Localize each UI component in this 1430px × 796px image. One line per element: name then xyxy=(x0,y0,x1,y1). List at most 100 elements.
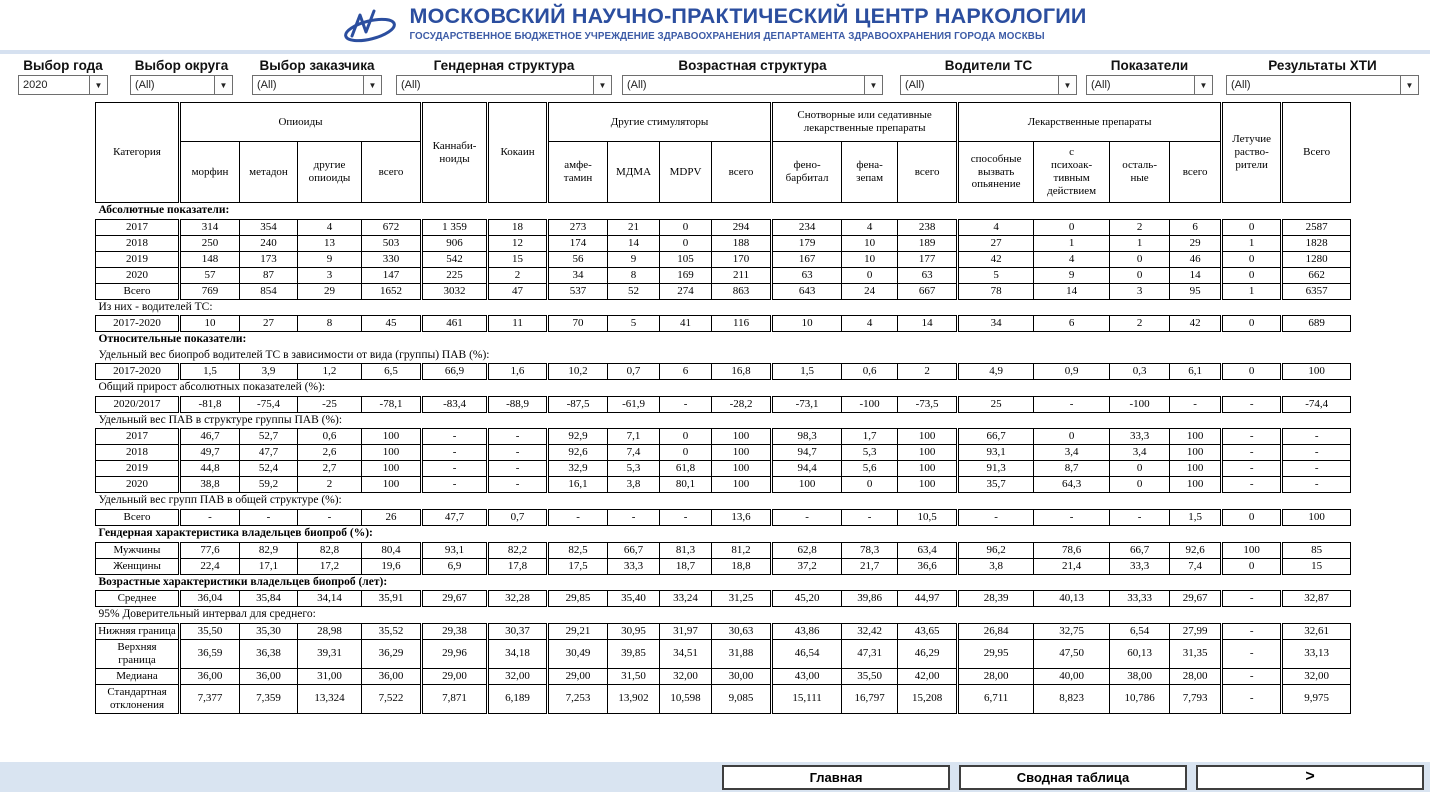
value-cell: 10,598 xyxy=(659,683,713,714)
value-cell: 100 xyxy=(770,476,843,494)
value-cell: 92,9 xyxy=(546,428,609,446)
table-row: Всего - - -26 47,7 0,7- - -13,6- -10,5- - -1,5 0 100 xyxy=(95,508,1352,526)
dropdown-value: (All) xyxy=(1091,79,1111,91)
value-cell: 643 xyxy=(770,282,843,300)
chevron-down-icon[interactable]: ▼ xyxy=(1058,76,1076,94)
chevron-down-icon[interactable]: ▼ xyxy=(363,76,381,94)
filter-gender-structure-dropdown[interactable]: (All) ▼ xyxy=(396,75,612,95)
filter-gender-structure-label: Гендерная структура xyxy=(433,58,575,73)
value-cell: 80,1 xyxy=(659,476,713,494)
filter-district-dropdown[interactable]: (All) ▼ xyxy=(130,75,233,95)
value-cell: 42 xyxy=(1169,315,1223,333)
value-cell: 34,14 xyxy=(297,590,362,608)
value-cell: 0,9 xyxy=(1033,363,1111,381)
table-row: Среднее 36,04 35,84 34,14 35,91 29,67 32,28 29,… xyxy=(95,590,1352,608)
filter-bar: Выбор года 2020 ▼ Выбор округа (All) ▼ Выбор з… xyxy=(0,54,1430,102)
chevron-down-icon[interactable]: ▼ xyxy=(1194,76,1212,94)
value-cell: 16,797 xyxy=(841,683,899,714)
column-group-header: Всего xyxy=(1280,102,1352,203)
filter-indicators: Показатели (All) ▼ xyxy=(1086,56,1213,95)
value-cell: 240 xyxy=(239,234,298,252)
value-cell: 0 xyxy=(1220,266,1283,284)
data-table: Категория Опиоиды Каннаби- ноиды Кокаин Друг… xyxy=(95,102,1352,714)
value-cell: 44,97 xyxy=(897,590,959,608)
value-cell: 9 xyxy=(607,250,661,268)
value-cell: 61,8 xyxy=(659,460,713,478)
filter-indicators-dropdown[interactable]: (All) ▼ xyxy=(1086,75,1213,95)
value-cell: - xyxy=(841,508,899,526)
filter-vehicle-drivers-dropdown[interactable]: (All) ▼ xyxy=(900,75,1077,95)
value-cell: 354 xyxy=(239,218,298,236)
value-cell: - xyxy=(297,508,362,526)
value-cell: 14 xyxy=(1169,266,1223,284)
value-cell: 35,84 xyxy=(239,590,298,608)
filter-indicators-label: Показатели xyxy=(1110,58,1189,73)
value-cell: 1 xyxy=(1220,282,1283,300)
chevron-down-icon[interactable]: ▼ xyxy=(593,76,611,94)
pivot-table-button[interactable]: Сводная таблица xyxy=(959,764,1187,790)
value-cell: 31,35 xyxy=(1169,638,1223,669)
value-cell: 7,253 xyxy=(546,683,609,714)
value-cell: 13,902 xyxy=(607,683,661,714)
value-cell: 32,87 xyxy=(1280,590,1352,608)
value-cell: 93,1 xyxy=(420,541,489,559)
value-cell: 4 xyxy=(841,218,899,236)
value-cell: 52 xyxy=(607,282,661,300)
value-cell: 0 xyxy=(1220,557,1283,575)
value-cell: 238 xyxy=(897,218,959,236)
filter-year-dropdown[interactable]: 2020 ▼ xyxy=(18,75,108,95)
value-cell: 1,5 xyxy=(1169,508,1223,526)
value-cell: - xyxy=(1033,395,1111,413)
value-cell: 6 xyxy=(659,363,713,381)
filter-age-structure-dropdown[interactable]: (All) ▼ xyxy=(622,75,883,95)
home-button[interactable]: Главная xyxy=(722,764,950,790)
value-cell: 2587 xyxy=(1280,218,1352,236)
chevron-down-icon[interactable]: ▼ xyxy=(89,76,107,94)
filter-xti-results-dropdown[interactable]: (All) ▼ xyxy=(1226,75,1419,95)
value-cell: 662 xyxy=(1280,266,1352,284)
value-cell: 43,86 xyxy=(770,622,843,640)
value-cell: - xyxy=(178,508,240,526)
value-cell: 27,99 xyxy=(1169,622,1223,640)
value-cell: 906 xyxy=(420,234,489,252)
value-cell: 35,50 xyxy=(841,667,899,685)
value-cell: 49,7 xyxy=(178,444,240,462)
value-cell: 30,63 xyxy=(711,622,773,640)
value-cell: 43,65 xyxy=(897,622,959,640)
value-cell: 26,84 xyxy=(956,622,1035,640)
value-cell: 92,6 xyxy=(546,444,609,462)
value-cell: 1,5 xyxy=(178,363,240,381)
filter-customer-dropdown[interactable]: (All) ▼ xyxy=(252,75,382,95)
value-cell: 211 xyxy=(711,266,773,284)
value-cell: 33,3 xyxy=(1109,557,1171,575)
value-cell: 31,50 xyxy=(607,667,661,685)
org-title: МОСКОВСКИЙ НАУЧНО-ПРАКТИЧЕСКИЙ ЦЕНТР НАР… xyxy=(409,4,1087,28)
next-page-button[interactable]: > xyxy=(1196,764,1424,790)
chevron-down-icon[interactable]: ▼ xyxy=(1400,76,1418,94)
section-title: Возрастные характеристики владельцев био… xyxy=(98,575,388,588)
value-cell: 100 xyxy=(1169,428,1223,446)
column-group-header: Летучие раство- рители xyxy=(1220,102,1283,203)
value-cell: 47,50 xyxy=(1033,638,1111,669)
chevron-down-icon[interactable]: ▼ xyxy=(214,76,232,94)
value-cell: 0,7 xyxy=(607,363,661,381)
column-subheader: другие опиоиды xyxy=(297,141,362,203)
value-cell: 38,00 xyxy=(1109,667,1171,685)
table-row: 2019 44,8 52,4 2,7 100- -32,9 5,3 61,8 100 94,4 5,… xyxy=(95,460,1352,478)
value-cell: 10 xyxy=(178,315,240,333)
value-cell: 100 xyxy=(897,460,959,478)
value-cell: 6,54 xyxy=(1109,622,1171,640)
table-row: Всего 769 854 29 1652 3032 47 537 52 274 863 643 24 6… xyxy=(95,282,1352,300)
value-cell: 47,31 xyxy=(841,638,899,669)
value-cell: -100 xyxy=(841,395,899,413)
row-label-cell: Верхняя граница xyxy=(95,638,180,669)
column-subheader: всего xyxy=(360,141,423,203)
value-cell: 47,7 xyxy=(239,444,298,462)
value-cell: 22,4 xyxy=(178,557,240,575)
value-cell: 34,51 xyxy=(659,638,713,669)
chevron-down-icon[interactable]: ▼ xyxy=(864,76,882,94)
table-row: 2018 250 240 13 503 906 12 174 14 0 188 179 10 189 27 1… xyxy=(95,234,1352,252)
value-cell: 9 xyxy=(1033,266,1111,284)
value-cell: 0 xyxy=(1109,460,1171,478)
value-cell: 32,9 xyxy=(546,460,609,478)
